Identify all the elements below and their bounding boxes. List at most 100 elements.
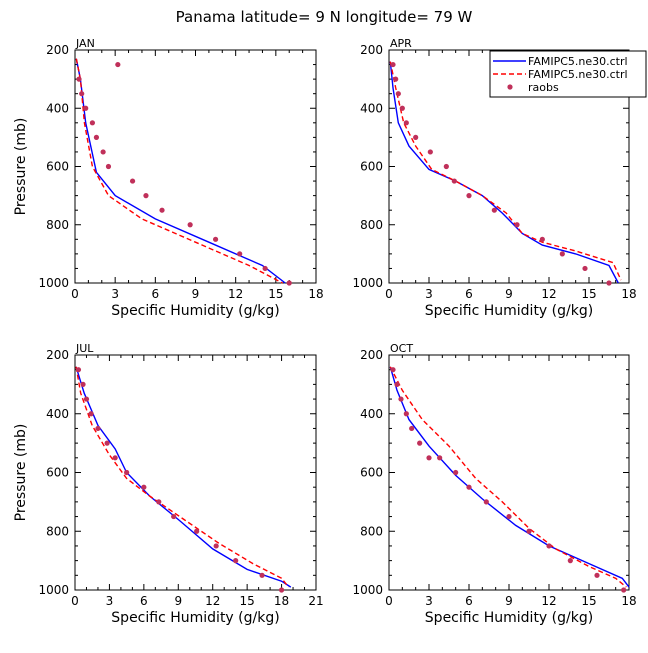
x-tick-label: 12 (541, 594, 556, 608)
raobs-point (124, 469, 130, 476)
y-tick-label: 400 (360, 101, 383, 115)
raobs-point (93, 134, 100, 140)
x-tick-label: 3 (111, 287, 119, 301)
raobs-point (171, 513, 177, 520)
y-tick-label: 800 (46, 524, 69, 538)
model-line-solid (389, 61, 619, 284)
x-tick-label: 12 (541, 287, 556, 301)
x-tick-label: 3 (425, 594, 433, 608)
x-tick-label: 9 (505, 594, 513, 608)
raobs-point (212, 236, 219, 242)
raobs-point (112, 455, 118, 461)
x-tick-label: 18 (308, 287, 323, 301)
raobs-point (399, 105, 405, 111)
x-axis-label: Specific Humidity (g/kg) (111, 610, 279, 626)
raobs-point (129, 178, 136, 184)
x-tick-label: 18 (621, 594, 636, 608)
raobs-point (398, 396, 404, 402)
raobs-point (466, 193, 472, 199)
raobs-point (286, 280, 292, 286)
y-tick-label: 1000 (352, 276, 383, 290)
plot-frame (74, 49, 317, 284)
raobs-point (104, 440, 110, 446)
raobs-point (443, 163, 449, 170)
x-tick-label: 15 (268, 287, 283, 301)
raobs-point (390, 367, 396, 373)
raobs-point (453, 469, 459, 476)
raobs-point (539, 236, 545, 242)
raobs-point (466, 484, 472, 490)
y-tick-label: 200 (46, 43, 69, 57)
x-tick-label: 9 (505, 287, 513, 301)
raobs-point (506, 513, 512, 520)
raobs-point (417, 440, 423, 446)
x-tick-label: 21 (308, 594, 323, 608)
y-tick-label: 800 (360, 218, 383, 232)
x-axis-label: Specific Humidity (g/kg) (111, 303, 279, 319)
x-tick-label: 6 (465, 594, 473, 608)
y-tick-label: 800 (360, 524, 383, 538)
raobs-point (143, 193, 149, 199)
model-line-dashed (75, 58, 283, 284)
raobs-point (156, 499, 162, 505)
x-tick-label: 18 (621, 287, 636, 301)
raobs-point (187, 222, 193, 228)
y-tick-label: 400 (46, 407, 69, 421)
x-tick-label: 9 (192, 287, 200, 301)
raobs-point (105, 163, 112, 170)
y-tick-label: 400 (360, 407, 383, 421)
raobs-point (559, 251, 565, 257)
x-tick-label: 6 (140, 594, 148, 608)
raobs-point (403, 120, 409, 126)
raobs-point (526, 528, 532, 534)
y-axis-label: Pressure (mb) (13, 118, 29, 216)
x-tick-label: 3 (106, 594, 114, 608)
y-tick-label: 400 (46, 101, 69, 115)
x-tick-label: 15 (240, 594, 255, 608)
raobs-point (237, 251, 243, 257)
x-axis-label: Specific Humidity (g/kg) (425, 303, 593, 319)
raobs-point (594, 572, 600, 578)
raobs-point (213, 543, 219, 549)
panel-title: OCT (390, 342, 413, 355)
x-tick-label: 6 (465, 287, 473, 301)
y-tick-label: 600 (46, 160, 69, 174)
raobs-point (80, 381, 86, 387)
chart-panel-jan: JAN 0 3 6 9 12 15 18 200 400 600 800 1000 Specific Hu… (13, 37, 324, 319)
legend-label: FAMIPC5.ne30.ctrl (528, 55, 628, 68)
raobs-point (403, 411, 409, 417)
y-tick-label: 200 (360, 348, 383, 362)
raobs-point (259, 572, 265, 578)
x-axis-label: Specific Humidity (g/kg) (425, 610, 593, 626)
raobs-point (395, 91, 401, 97)
y-tick-label: 200 (360, 43, 383, 57)
figure-title: Panama latitude= 9 N longitude= 79 W (176, 8, 473, 26)
model-line-solid (389, 366, 630, 588)
raobs-point (100, 149, 106, 155)
raobs-point (567, 558, 573, 564)
raobs-point (483, 499, 489, 505)
panel-title: JUL (75, 342, 94, 355)
x-tick-label: 0 (71, 594, 79, 608)
raobs-point (115, 61, 121, 68)
chart-panel-apr: APR 0 3 6 9 12 15 18 200 400 600 800 1000 Specific Hu… (352, 37, 636, 319)
y-tick-label: 1000 (352, 583, 383, 597)
x-tick-label: 15 (581, 287, 596, 301)
raobs-point (75, 367, 82, 373)
raobs-point (233, 558, 239, 564)
raobs-point (546, 543, 552, 549)
x-tick-label: 0 (71, 287, 79, 301)
raobs-point (606, 280, 612, 286)
raobs-point (159, 207, 165, 213)
y-tick-label: 600 (360, 160, 383, 174)
plot-frame (388, 354, 630, 591)
raobs-point (88, 411, 94, 417)
panel-title: APR (390, 37, 412, 50)
raobs-point (427, 149, 433, 155)
raobs-point (76, 76, 82, 82)
plot-frame (74, 354, 317, 591)
chart-panel-oct: OCT 0 3 6 9 12 15 18 200 400 600 800 1000 Specific Hu… (352, 342, 636, 626)
